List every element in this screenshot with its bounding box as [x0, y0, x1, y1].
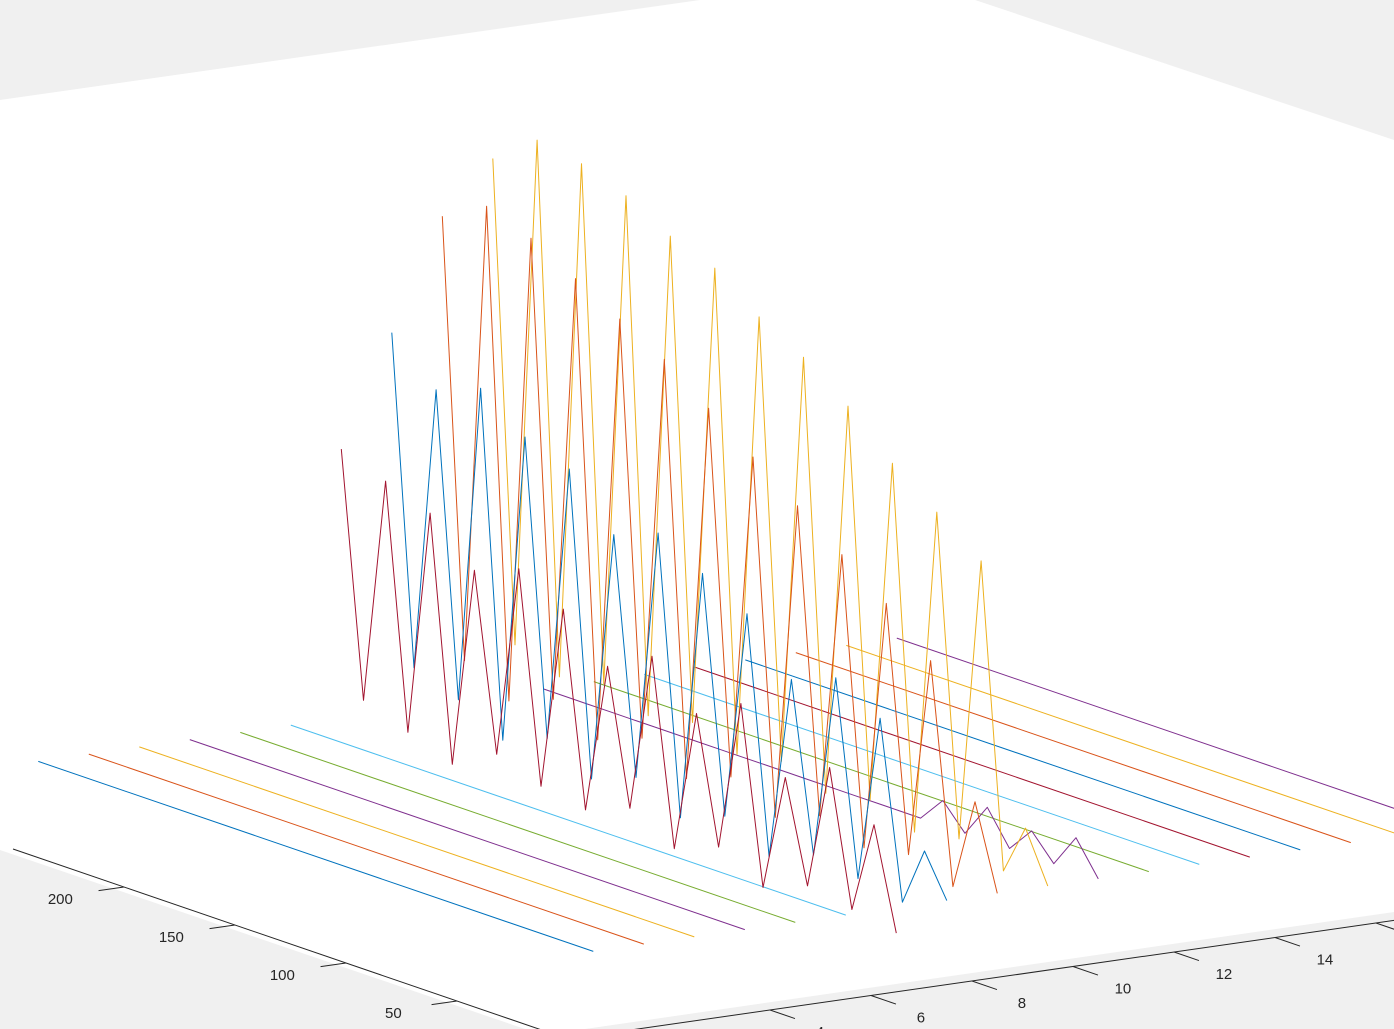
x-tick-label: 8 — [1018, 995, 1026, 1012]
line-trace — [38, 760, 594, 952]
x-axis-line — [634, 919, 1394, 1029]
x-tick — [1375, 922, 1394, 930]
x-tick — [769, 1009, 796, 1020]
x-tick-label: 4 — [816, 1024, 824, 1029]
y-axis-line — [12, 848, 541, 1029]
axes: 4681012141650100150200 — [12, 848, 1394, 1029]
y-tick — [431, 1000, 458, 1006]
line-trace — [543, 688, 1099, 880]
traces — [38, 139, 1394, 952]
line-trace — [492, 139, 1049, 887]
line-trace — [290, 724, 846, 916]
line-trace — [441, 205, 998, 894]
x-tick-label: 10 — [1115, 981, 1132, 998]
y-tick — [320, 962, 347, 968]
y-tick — [98, 886, 125, 892]
line-trace — [391, 332, 948, 903]
x-tick — [1072, 966, 1099, 976]
x-tick-label: 6 — [917, 1010, 925, 1027]
y-tick-label: 50 — [385, 1005, 402, 1022]
line-trace — [795, 652, 1351, 844]
y-tick — [209, 924, 236, 930]
y-tick-label: 150 — [159, 929, 184, 946]
x-tick-label: 12 — [1216, 966, 1233, 983]
line-trace — [340, 449, 897, 934]
x-tick — [971, 980, 998, 991]
x-tick — [1274, 937, 1301, 947]
y-tick-label: 200 — [48, 891, 73, 908]
x-tick — [870, 995, 897, 1005]
line-trace — [846, 644, 1394, 834]
x-tick-label: 14 — [1317, 952, 1334, 969]
line-trace — [240, 731, 796, 923]
line-trace — [88, 753, 644, 945]
y-tick-label: 100 — [270, 967, 295, 984]
line-trace — [189, 739, 745, 931]
line-trace — [694, 666, 1250, 858]
x-tick — [1173, 951, 1200, 962]
line-trace — [139, 746, 695, 938]
